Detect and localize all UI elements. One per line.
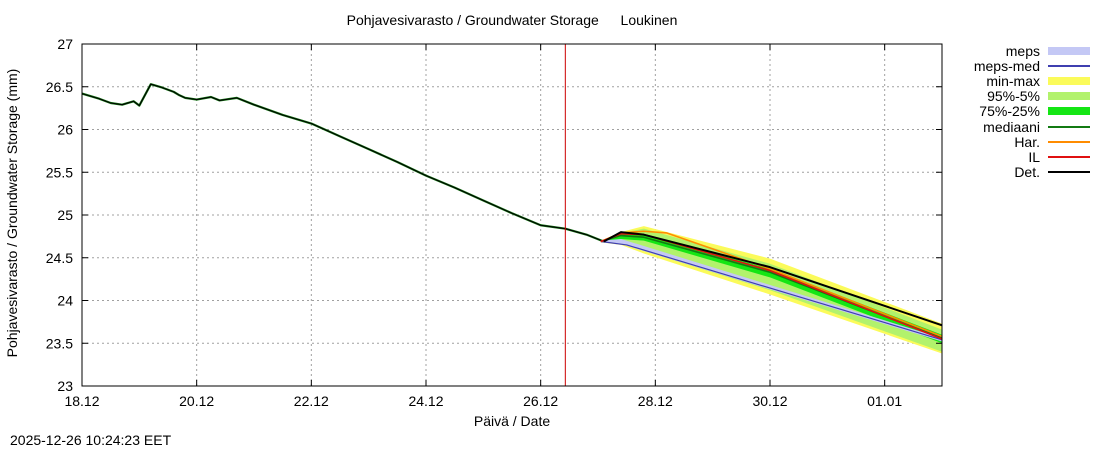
legend-swatch xyxy=(1048,171,1090,174)
legend-item-95-5: 95%-5% xyxy=(940,88,1090,105)
legend-label: IL xyxy=(1028,148,1040,165)
y-tick-label: 27 xyxy=(57,36,73,52)
forecast-bands xyxy=(600,226,942,354)
series-det xyxy=(603,231,942,327)
grid-lines xyxy=(81,43,942,387)
y-tick-label: 24 xyxy=(57,293,73,309)
legend-item-mediaani: mediaani xyxy=(940,118,1090,135)
legend: meps meps-med min-max 95%-5% 75%-25% mediaani… xyxy=(940,43,1090,180)
legend-label: mediaani xyxy=(983,118,1040,135)
legend-swatch xyxy=(1048,155,1090,158)
band-95-5 xyxy=(600,228,942,352)
chart-title: Pohjavesivarasto / Groundwater Storage L… xyxy=(0,12,1024,28)
y-axis-label: Pohjavesivarasto / Groundwater Storage (… xyxy=(4,68,20,358)
legend-swatch xyxy=(1048,92,1090,101)
legend-swatch xyxy=(1048,125,1090,128)
legend-swatch xyxy=(1048,76,1090,85)
y-tick-label: 26.5 xyxy=(46,79,73,95)
legend-item-il: IL xyxy=(940,148,1090,165)
legend-item-det: Det. xyxy=(940,164,1090,181)
legend-item-min-max: min-max xyxy=(940,72,1090,89)
observed-det-line xyxy=(82,83,604,243)
y-tick-label: 23.5 xyxy=(46,335,73,351)
x-tick-label: 18.12 xyxy=(64,393,99,409)
x-tick-label: 28.12 xyxy=(638,393,673,409)
legend-label: 95%-5% xyxy=(987,88,1040,105)
y-tick-label: 24.5 xyxy=(46,250,73,266)
legend-label: Det. xyxy=(1014,164,1040,181)
legend-item-meps: meps xyxy=(940,42,1090,59)
x-tick-label: 01.01 xyxy=(867,393,902,409)
station-name: Loukinen xyxy=(620,12,678,28)
legend-item-meps-med: meps-med xyxy=(940,57,1090,74)
legend-item-har: Har. xyxy=(940,133,1090,150)
x-tick-label: 24.12 xyxy=(408,393,443,409)
y-tick-label: 26 xyxy=(57,122,73,138)
x-axis-label: Päivä / Date xyxy=(473,413,551,429)
legend-swatch xyxy=(1048,46,1090,55)
legend-label: meps xyxy=(1005,42,1040,59)
x-tick-label: 30.12 xyxy=(752,393,787,409)
timestamp: 2025-12-26 10:24:23 EET xyxy=(10,432,172,448)
series-lines xyxy=(82,44,942,386)
observed-median-line xyxy=(82,83,605,243)
title-text: Pohjavesivarasto / Groundwater Storage xyxy=(346,12,599,28)
legend-label: min-max xyxy=(986,72,1040,89)
x-tick-label: 22.12 xyxy=(294,393,329,409)
y-tick-label: 25 xyxy=(57,207,73,223)
legend-item-75-25: 75%-25% xyxy=(940,103,1090,120)
legend-label: meps-med xyxy=(973,57,1040,74)
legend-swatch xyxy=(1048,107,1090,116)
legend-swatch xyxy=(1048,140,1090,143)
x-tick-label: 26.12 xyxy=(523,393,558,409)
legend-label: 75%-25% xyxy=(979,103,1040,120)
y-tick-label: 23 xyxy=(57,378,73,394)
legend-label: Har. xyxy=(1014,133,1040,150)
x-tick-label: 20.12 xyxy=(179,393,214,409)
plot-frame xyxy=(81,43,943,387)
legend-swatch xyxy=(1048,64,1090,67)
series-meps-med xyxy=(600,240,942,341)
y-tick-label: 25.5 xyxy=(46,164,73,180)
axis-ticks: 18.12 20.12 22.12 24.12 26.12 28.12 30.12 01.01… xyxy=(46,36,942,409)
